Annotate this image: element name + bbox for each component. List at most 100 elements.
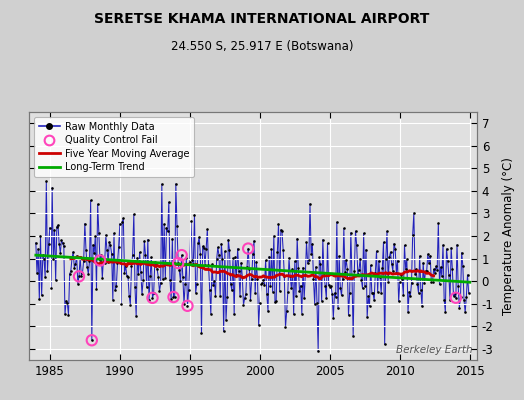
Point [357, 276, 366, 283]
Point [362, 246, 370, 253]
Point [370, 297, 378, 304]
Point [76, 254, 84, 260]
Point [242, 291, 250, 298]
Point [70, 264, 79, 271]
Point [412, 266, 420, 272]
Point [121, 270, 129, 276]
Point [200, 245, 208, 252]
Point [387, 261, 396, 267]
Point [298, 310, 306, 317]
Point [329, 314, 337, 321]
Point [111, 287, 119, 294]
Point [296, 288, 304, 295]
Point [413, 281, 421, 287]
Point [33, 270, 41, 276]
Point [219, 256, 227, 262]
Point [304, 257, 313, 263]
Point [427, 279, 435, 285]
Point [166, 277, 174, 283]
Point [118, 219, 126, 226]
Point [321, 282, 330, 289]
Point [270, 233, 278, 239]
Point [395, 298, 403, 304]
Point [252, 258, 260, 265]
Point [328, 291, 336, 297]
Point [267, 246, 276, 252]
Point [129, 211, 138, 217]
Point [454, 283, 462, 289]
Point [64, 312, 73, 318]
Point [193, 281, 201, 287]
Point [451, 290, 459, 296]
Point [101, 260, 109, 266]
Point [378, 264, 387, 271]
Point [110, 230, 118, 236]
Point [114, 244, 123, 250]
Point [97, 252, 105, 258]
Point [66, 271, 74, 277]
Point [204, 262, 213, 268]
Point [165, 199, 173, 205]
Point [39, 252, 47, 259]
Point [161, 275, 170, 282]
Point [389, 268, 397, 274]
Point [404, 309, 412, 315]
Point [303, 260, 312, 266]
Point [117, 301, 125, 308]
Point [351, 228, 359, 234]
Point [36, 233, 45, 239]
Point [51, 277, 60, 283]
Point [340, 225, 348, 232]
Point [263, 291, 271, 298]
Point [416, 253, 424, 259]
Point [47, 284, 55, 291]
Point [105, 239, 114, 245]
Point [99, 255, 107, 261]
Point [398, 276, 407, 282]
Point [347, 230, 355, 236]
Point [203, 226, 212, 232]
Point [89, 242, 97, 248]
Point [88, 337, 96, 344]
Point [162, 225, 171, 231]
Point [436, 264, 445, 270]
Point [107, 251, 116, 257]
Point [250, 238, 258, 244]
Point [132, 312, 140, 319]
Point [418, 303, 426, 309]
Point [452, 294, 460, 301]
Point [124, 273, 132, 280]
Point [221, 248, 229, 255]
Point [136, 249, 144, 256]
Point [244, 245, 253, 252]
Point [223, 294, 232, 300]
Point [458, 262, 467, 269]
Point [422, 268, 431, 274]
Point [88, 337, 96, 344]
Point [119, 215, 127, 221]
Point [112, 283, 121, 290]
Point [199, 243, 207, 250]
Point [91, 233, 100, 240]
Point [311, 300, 319, 307]
Point [302, 239, 311, 246]
Point [183, 303, 192, 309]
Point [247, 275, 256, 282]
Point [185, 258, 194, 265]
Point [377, 290, 385, 296]
Point [149, 290, 158, 297]
Point [319, 236, 327, 243]
Point [139, 276, 147, 283]
Point [448, 266, 456, 272]
Point [75, 273, 83, 280]
Point [141, 252, 150, 258]
Point [211, 292, 220, 299]
Point [175, 267, 183, 274]
Point [276, 288, 284, 294]
Point [307, 251, 315, 258]
Point [414, 290, 423, 296]
Point [283, 289, 292, 295]
Point [155, 288, 163, 295]
Point [316, 261, 325, 268]
Point [355, 266, 363, 273]
